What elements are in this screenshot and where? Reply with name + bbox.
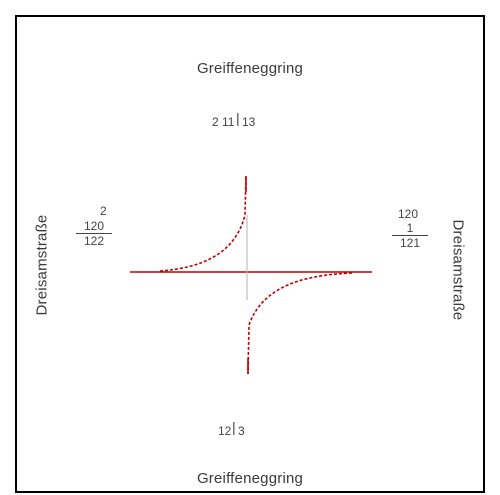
turn-curve-upper-left <box>160 175 246 271</box>
turn-curve-lower-right <box>248 273 352 374</box>
